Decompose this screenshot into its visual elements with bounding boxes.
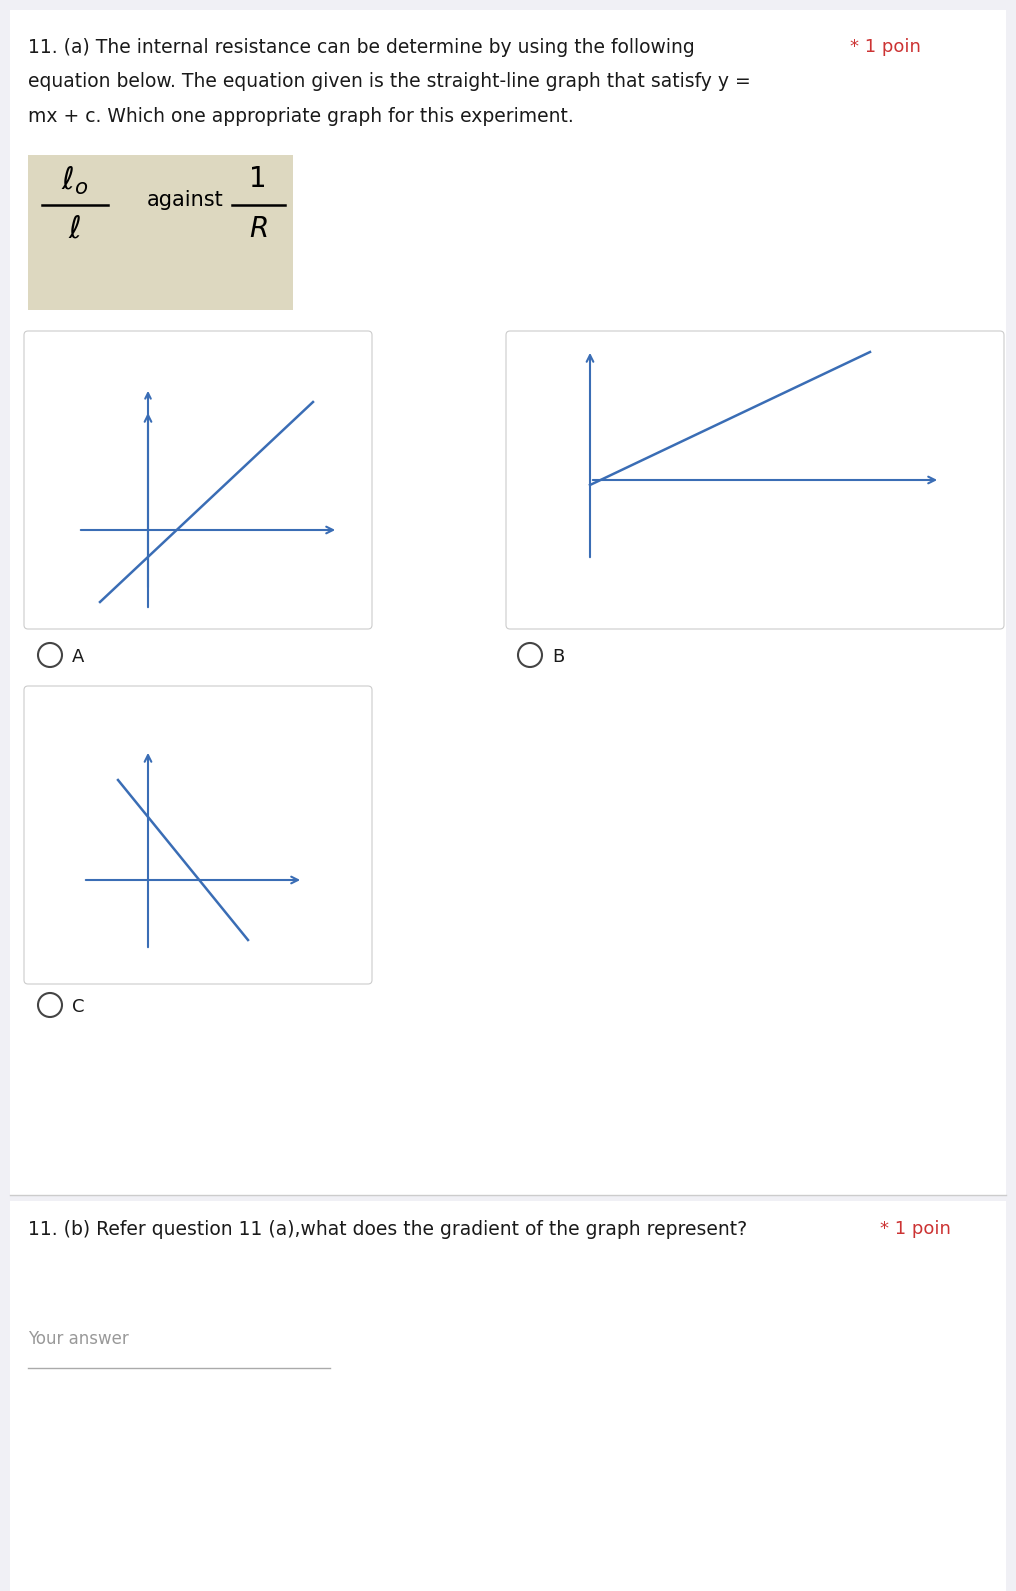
Text: mx + c. Which one appropriate graph for this experiment.: mx + c. Which one appropriate graph for … xyxy=(28,107,574,126)
FancyBboxPatch shape xyxy=(506,331,1004,628)
FancyBboxPatch shape xyxy=(10,10,1006,1195)
Text: C: C xyxy=(72,998,84,1017)
Text: 11. (b) Refer question 11 (a),what does the gradient of the graph represent?: 11. (b) Refer question 11 (a),what does … xyxy=(28,1220,747,1239)
Text: 1: 1 xyxy=(249,165,267,193)
Text: A: A xyxy=(72,648,84,667)
Text: $R$: $R$ xyxy=(249,215,267,243)
Text: $\ell$: $\ell$ xyxy=(68,215,81,243)
FancyBboxPatch shape xyxy=(28,154,293,310)
Text: Your answer: Your answer xyxy=(28,1330,129,1348)
Text: 11. (a) The internal resistance can be determine by using the following: 11. (a) The internal resistance can be d… xyxy=(28,38,695,57)
Text: B: B xyxy=(552,648,564,667)
Text: equation below. The equation given is the straight-line graph that satisfy y =: equation below. The equation given is th… xyxy=(28,72,751,91)
Text: against: against xyxy=(146,189,224,210)
Text: $\ell_o$: $\ell_o$ xyxy=(61,165,88,197)
Text: * 1 poin: * 1 poin xyxy=(880,1220,951,1238)
FancyBboxPatch shape xyxy=(10,1201,1006,1591)
Text: * 1 poin: * 1 poin xyxy=(850,38,920,56)
FancyBboxPatch shape xyxy=(24,686,372,983)
FancyBboxPatch shape xyxy=(24,331,372,628)
